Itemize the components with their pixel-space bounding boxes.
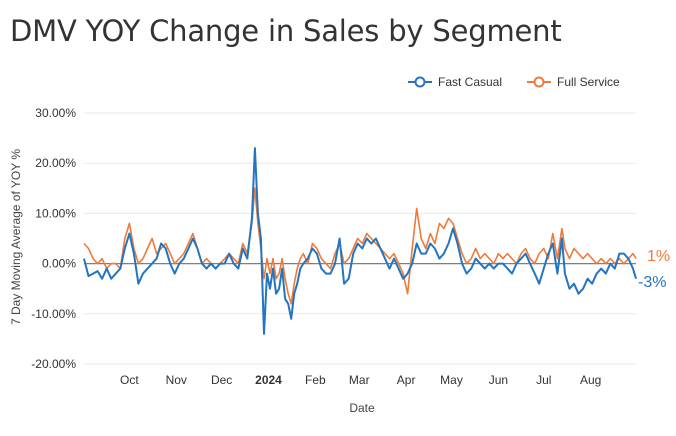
legend-item-full-service[interactable]: Full Service [527,75,620,89]
x-tick-label: Apr [397,373,416,387]
x-tick-label: Feb [305,373,326,387]
legend[interactable]: Fast Casual Full Service [408,75,620,89]
y-tick-label: -10.00% [31,307,76,321]
x-tick-label: Jul [536,373,551,387]
legend-marker-icon [414,76,426,88]
y-axis-title: 7 Day Moving Average of YOY % [9,149,23,325]
end-label-fast-casual: -3% [638,274,666,291]
x-tick-label: Jun [489,373,508,387]
x-axis-title: Date [349,401,375,415]
x-axis-ticks: Oct Nov Dec 2024 Feb Mar Apr May Jun Jul Aug [120,373,601,387]
series-line-full-service[interactable] [83,187,637,305]
x-tick-label: Oct [120,373,139,387]
x-tick-label: Aug [580,373,601,387]
chart-title: DMV YOY Change in Sales by Segment [10,14,562,48]
y-axis-ticks: 30.00% 20.00% 10.00% 0.00% -10.00% -20.00% [31,106,76,371]
legend-label-full-service: Full Service [557,75,620,89]
gridlines [84,112,636,365]
series-lines [83,147,637,335]
x-tick-label: Dec [211,373,232,387]
legend-item-fast-casual[interactable]: Fast Casual [408,75,502,89]
y-tick-label: 20.00% [35,156,76,170]
x-tick-label: Mar [349,373,370,387]
y-tick-label: 30.00% [35,106,76,120]
end-label-full-service: 1% [647,248,670,265]
x-tick-label: May [440,373,463,387]
y-tick-label: 10.00% [35,206,76,220]
x-tick-label: Nov [166,373,187,387]
legend-label-fast-casual: Fast Casual [438,75,502,89]
y-tick-label: -20.00% [31,357,76,371]
legend-marker-icon [533,76,545,88]
y-tick-label: 0.00% [42,257,76,271]
x-tick-label: 2024 [255,373,282,387]
series-line-fast-casual[interactable] [83,147,637,335]
